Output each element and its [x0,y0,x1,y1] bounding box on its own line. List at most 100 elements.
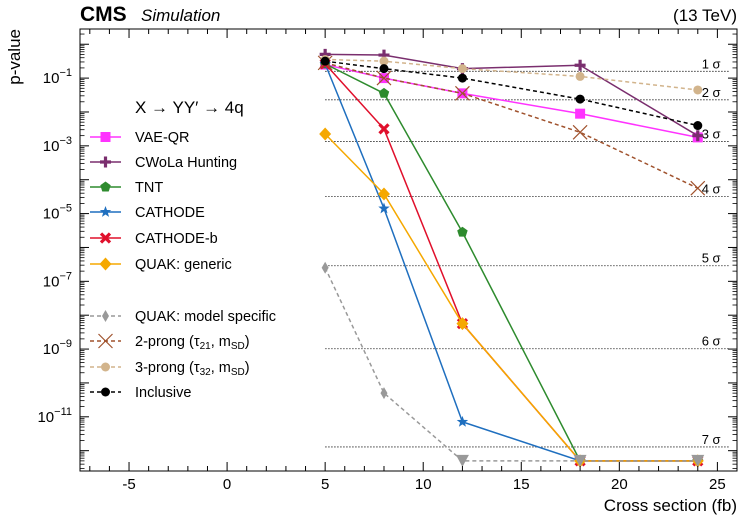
legend-label-5: CATHODE-b [135,231,218,247]
series-9-point-3 [457,64,467,74]
series-3-point-3 [457,226,468,237]
series-line-3 [324,63,698,462]
series-5 [319,58,704,467]
legend-label-1: VAE-QR [135,130,190,146]
series-4-point-3 [456,415,469,427]
series-line-5 [324,63,698,462]
legend-label-6: QUAK: generic [135,257,232,273]
chart-header: CMS Simulation (13 TeV) [80,3,737,26]
legend-marker-8 [98,333,113,349]
sigma-label-7: 7 σ [702,432,721,447]
series-line-6 [324,133,698,462]
legend-label-2: CWoLa Hunting [135,155,237,171]
series-10 [320,56,703,131]
sigma-label-2: 2 σ [702,85,721,100]
y-tick-label-1: 10−1 [43,67,72,87]
simulation-label: Simulation [141,6,220,25]
legend-marker-4 [99,206,112,217]
plot-border [79,28,738,472]
y-tick-label-2: 10−3 [43,135,72,155]
series-7-point-5 [691,454,705,467]
series-8-point-5 [690,180,706,196]
x-tick-label-2: 0 [223,476,231,493]
legend-item-8: 2-prong (τ21, mSD) [90,333,250,352]
y-tick-label-6: 10−11 [37,406,72,426]
series-2-point-4 [574,59,586,71]
series-8-point-4 [572,124,588,140]
series-line-4 [324,63,698,462]
series-6-point-1 [319,127,332,141]
x-axis-title: Cross section (fb) [604,496,737,515]
legend-marker-7 [102,310,109,322]
legend-item-2: CWoLa Hunting [90,155,237,171]
x-tick-label-4: 10 [415,476,432,493]
legend-marker-2 [100,156,111,168]
legend-item-3: TNT [90,180,163,196]
series-10-point-2 [379,64,389,74]
axes: -5 0 5 10 15 20 25 10−1 10−3 10−5 10−7 10−9 10−11 Cro… [5,28,738,515]
legend-marker-1 [100,132,111,142]
cms-label: CMS [80,3,127,26]
legend-item-5: CATHODE-b [90,231,218,247]
legend-marker-6 [99,257,112,271]
series-8-point-2 [376,70,392,86]
sigma-label-4: 4 σ [702,182,721,197]
x-tick-label-6: 20 [611,476,628,493]
legend-label-8: 2-prong (τ21, mSD) [135,334,250,352]
series-9-point-2 [379,56,389,66]
series-7-point-3 [455,454,469,467]
series-10-point-1 [320,56,330,66]
legend-item-7: QUAK: model specific [90,309,276,325]
legend-label-3: TNT [135,180,163,196]
series-7 [321,261,705,467]
series-9 [320,54,703,95]
legend-item-6: QUAK: generic [90,257,232,273]
legend-label-9: 3-prong (τ32, mSD) [135,360,250,378]
legend-label-7: QUAK: model specific [135,309,276,325]
series-6-point-3 [456,317,469,331]
sigma-label-3: 3 σ [702,126,721,141]
series-1-point-4 [575,108,586,119]
legend-item-1: VAE-QR [90,130,190,146]
legend-marker-3 [100,181,111,192]
series-2-point-5 [692,130,704,142]
legend: X → YY′ → 4q VAE-QR CWoLa Hunting TNT CATHOD… [90,98,276,401]
series-8 [317,55,706,196]
series-3 [319,58,704,466]
series-10-point-3 [457,73,467,83]
x-tick-label-1: -5 [122,476,135,493]
series-7-point-4 [573,454,587,467]
series-7-point-2 [380,387,388,400]
x-tick-label-7: 25 [709,476,726,493]
y-tick-label-5: 10−9 [43,338,72,358]
series-7-point-1 [321,261,329,274]
legend-item-9: 3-prong (τ32, mSD) [90,360,250,378]
sigma-label-5: 5 σ [702,251,721,266]
significance-lines: 1 σ 2 σ 3 σ 4 σ 5 σ 6 σ 7 σ [325,56,729,448]
legend-marker-5 [99,232,112,244]
series-8-point-3 [455,85,470,101]
y-tick-label-3: 10−5 [43,203,72,223]
series-line-7 [324,267,698,462]
energy-label: (13 TeV) [673,6,737,25]
series-layer [317,48,706,468]
series-10-point-5 [693,121,703,131]
series-10-point-4 [575,94,585,104]
series-5-point-2 [378,123,390,135]
legend-label-10: Inclusive [135,385,191,401]
legend-marker-9 [101,362,110,372]
x-tick-label-5: 15 [513,476,530,493]
legend-item-10: Inclusive [90,385,191,401]
legend-title: X → YY′ → 4q [135,98,244,117]
legend-item-4: CATHODE [90,205,205,221]
series-6 [319,127,704,468]
series-9-point-5 [693,85,703,95]
sigma-label-1: 1 σ [702,56,721,71]
series-3-point-2 [378,87,390,98]
legend-label-4: CATHODE [135,205,205,221]
x-tick-label-3: 5 [321,476,329,493]
sigma-label-6: 6 σ [702,334,721,349]
series-4-point-2 [378,202,390,214]
series-line-9 [325,58,698,91]
